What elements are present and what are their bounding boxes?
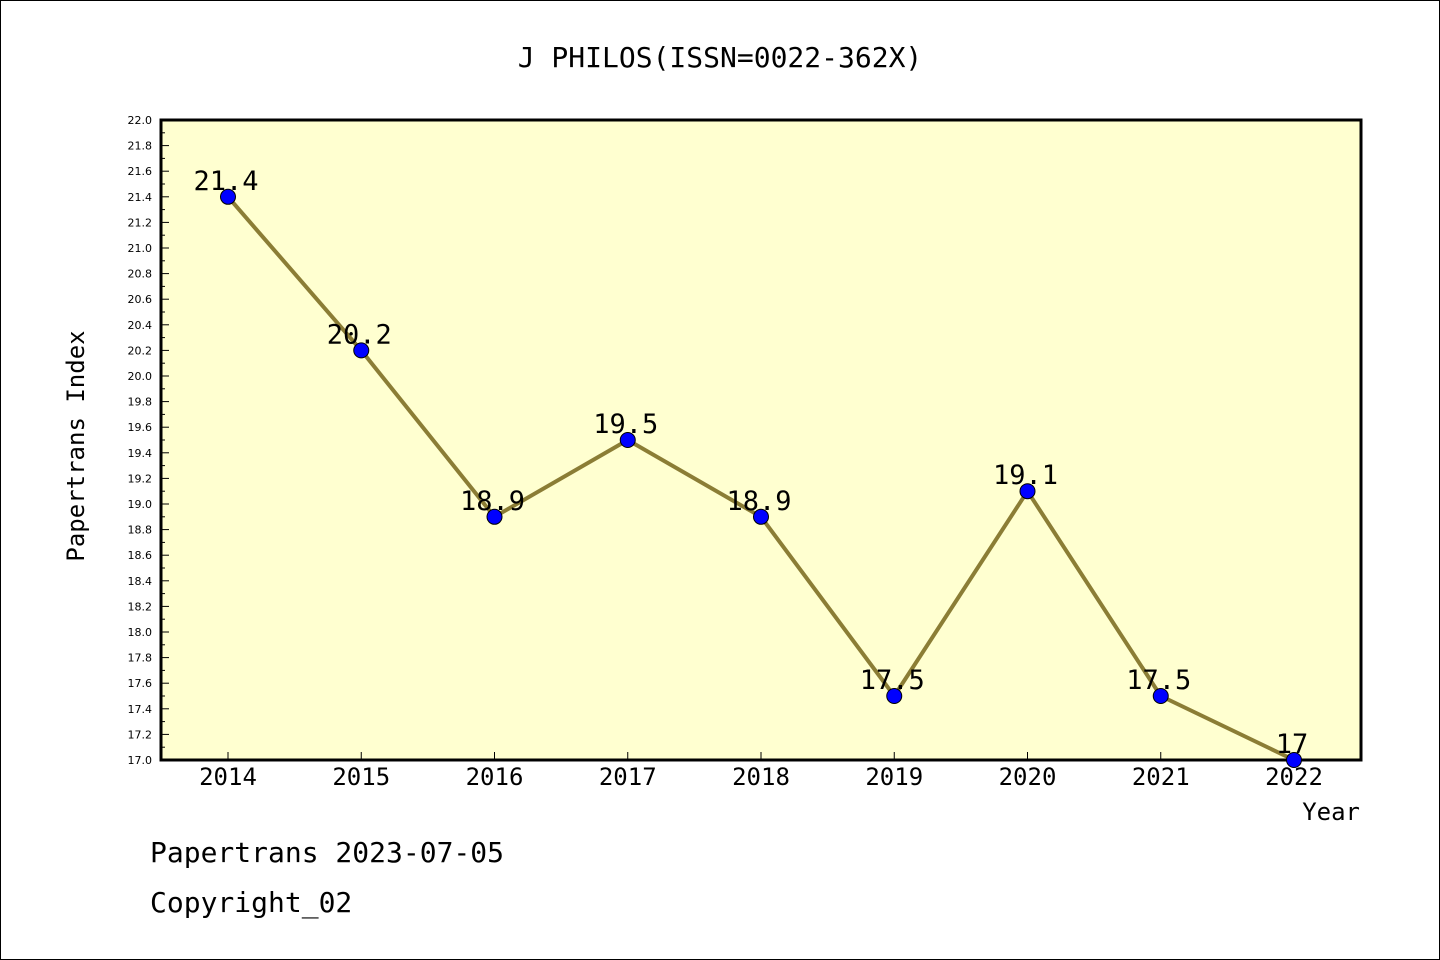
x-tick-label: 2020 [999,763,1057,791]
x-tick-label: 2017 [599,763,657,791]
footer-copyright: Copyright_02 [150,886,353,919]
y-tick-label: 18.4 [128,575,153,588]
x-tick-label: 2019 [865,763,923,791]
data-label: 19.5 [593,409,658,440]
data-point [1286,752,1302,768]
data-point [486,508,503,525]
data-label: 17 [1276,729,1309,760]
y-tick-label: 17.4 [128,703,153,716]
y-tick-label: 20.6 [128,293,153,306]
data-point [1152,688,1169,704]
y-tick-label: 21.0 [128,242,153,255]
x-axis-label: Year [1302,798,1360,826]
data-point [886,688,903,704]
y-axis-label: Papertrans Index [62,330,90,561]
x-axis-ticks: 2014 2015 2016 2017 2018 2019 2020 2021 2022 [199,752,1323,791]
data-point [353,342,370,359]
y-tick-label: 17.8 [128,652,153,665]
y-tick-label: 20.8 [128,268,153,281]
footer-date: Papertrans 2023-07-05 [150,836,505,869]
x-tick-label: 2015 [332,763,390,791]
x-tick-label: 2018 [732,763,790,791]
y-tick-label: 21.2 [128,216,153,229]
y-tick-label: 18.2 [128,600,153,613]
y-tick-label: 19.4 [128,447,153,460]
x-tick-label: 2021 [1132,763,1190,791]
y-tick-label: 22.0 [128,114,153,127]
y-tick-label: 19.0 [128,498,153,511]
y-tick-label: 19.6 [128,421,153,434]
y-tick-label: 18.0 [128,626,153,639]
data-point [220,188,236,205]
y-tick-label: 21.6 [128,165,153,178]
y-tick-label: 21.4 [128,191,153,204]
y-tick-label: 20.0 [128,370,153,383]
y-tick-label: 20.4 [128,319,153,332]
y-tick-label: 19.2 [128,472,153,485]
chart-title: J PHILOS(ISSN=0022-362X) [518,41,923,74]
y-tick-label: 21.8 [128,140,153,153]
data-point [753,508,769,525]
x-tick-label: 2014 [199,763,257,791]
data-point [619,432,636,448]
data-labels: 21.4 20.2 18.9 19.5 18.9 17.5 19.1 17.5 17 [193,166,1308,760]
y-tick-label: 17.6 [128,677,153,690]
data-label: 18.9 [460,486,525,517]
x-tick-label: 2016 [466,763,524,791]
data-point [1019,483,1036,500]
y-tick-label: 18.8 [128,524,153,537]
y-tick-label: 19.8 [128,396,153,409]
y-tick-label: 18.6 [128,549,153,562]
y-tick-label: 17.2 [128,728,153,741]
data-label: 19.1 [993,460,1058,491]
data-label: 18.9 [726,486,791,517]
y-tick-label: 17.0 [128,754,153,767]
data-label: 21.4 [193,166,258,197]
y-axis-ticks: 17.0 17.2 17.4 17.6 17.8 18.0 18.2 18.4 18.6 18.8… [128,114,169,767]
y-tick-label: 20.2 [128,344,153,357]
data-label: 20.2 [327,319,392,350]
data-points [220,188,1302,768]
plot-area [159,118,1363,762]
data-label: 17.5 [1126,665,1191,696]
data-label: 17.5 [860,665,925,696]
